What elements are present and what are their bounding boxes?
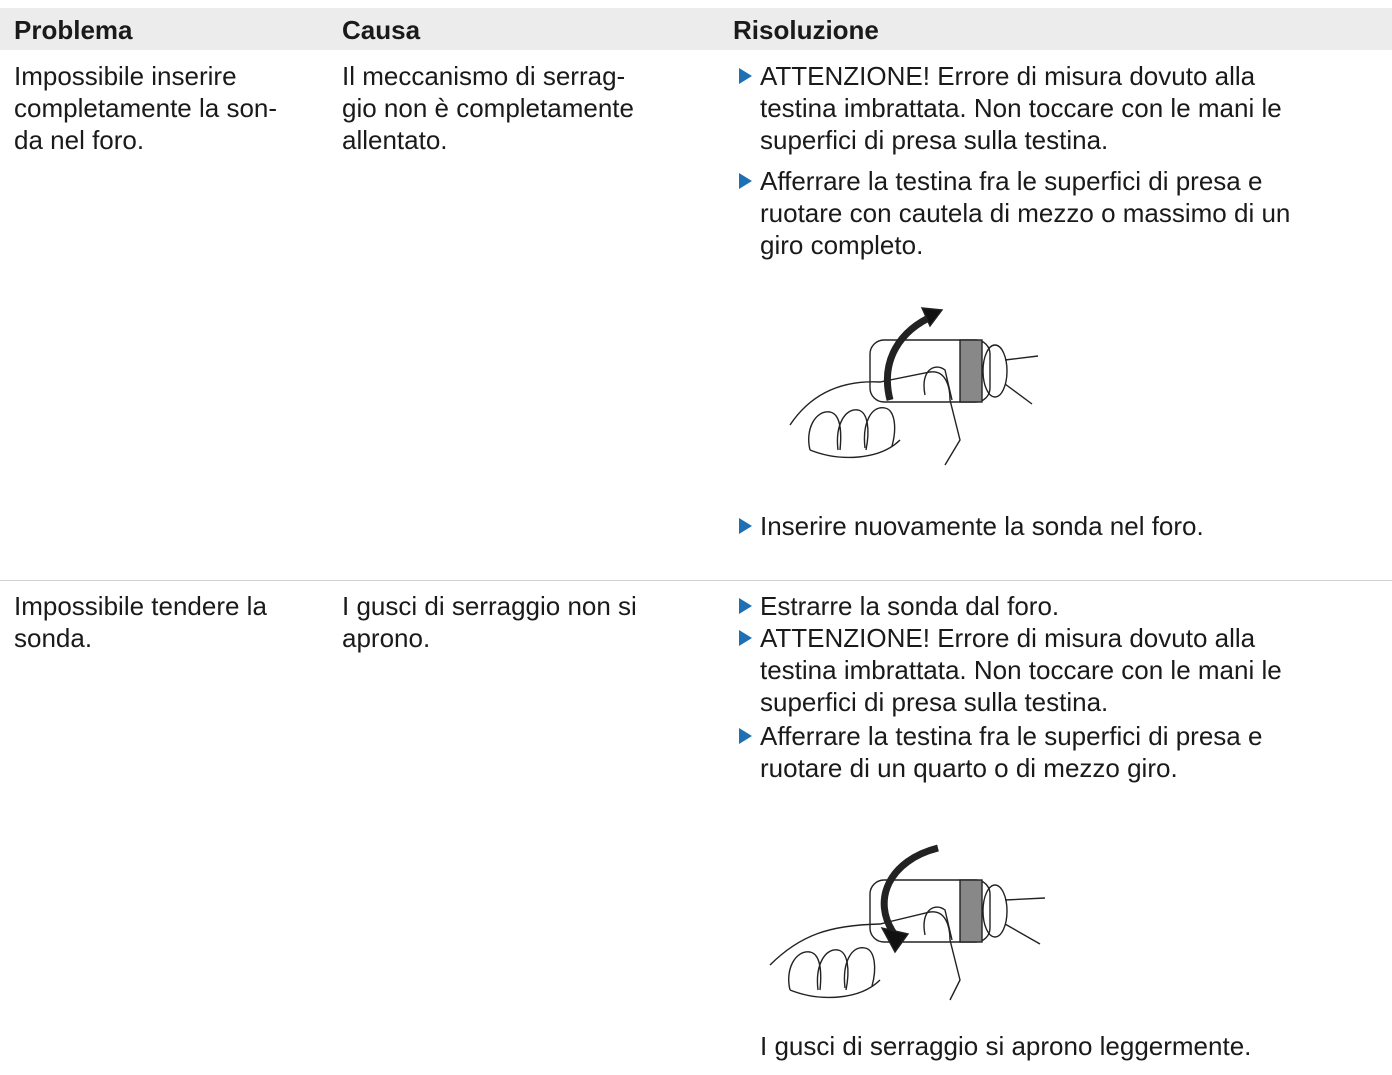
step-text: Afferrare la testina fra le superfici di… [760, 721, 1263, 751]
header-row [0, 8, 1392, 50]
bullet [739, 728, 752, 744]
problem-text: completamente la son- [14, 93, 278, 123]
problem-text: Impossibile inserire [14, 61, 237, 91]
illustration-rotate-up [789, 307, 1039, 466]
cause-text: Il meccanismo di serrag- [342, 61, 626, 91]
bullet [739, 173, 752, 189]
problem-text: sonda. [14, 623, 93, 653]
row-separator [0, 580, 1392, 581]
bullet [739, 598, 752, 614]
step-text: Afferrare la testina fra le superfici di… [760, 166, 1263, 196]
step-text: testina imbrattata. Non toccare con le m… [760, 655, 1282, 685]
step-text: Inserire nuovamente la sonda nel foro. [760, 511, 1204, 541]
step-text: superfici di presa sulla testina. [760, 125, 1109, 155]
header-cell: Problema [14, 15, 133, 45]
step-text: ruotare con cautela di mezzo o massimo d… [760, 198, 1291, 228]
result-text: I gusci di serraggio si aprono leggermen… [760, 1031, 1252, 1061]
cause-text: aprono. [342, 623, 431, 653]
cause-text: allentato. [342, 125, 448, 155]
header-cell: Causa [342, 15, 421, 45]
step-text: giro completo. [760, 230, 924, 260]
problem-text: da nel foro. [14, 125, 145, 155]
step-text: ATTENZIONE! Errore di misura dovuto alla [760, 623, 1256, 653]
step-text: testina imbrattata. Non toccare con le m… [760, 93, 1282, 123]
bullet [739, 68, 752, 84]
bullet [739, 518, 752, 534]
step-text: superfici di presa sulla testina. [760, 687, 1109, 717]
cause-text: I gusci di serraggio non si [342, 591, 637, 621]
step-text: ATTENZIONE! Errore di misura dovuto alla [760, 61, 1256, 91]
cause-text: gio non è completamente [342, 93, 634, 123]
header-cell: Risoluzione [733, 15, 879, 45]
illustration-rotate-down [769, 844, 1046, 1001]
step-text: ruotare di un quarto o di mezzo giro. [760, 753, 1178, 783]
step-text: Estrarre la sonda dal foro. [760, 591, 1060, 621]
bullet [739, 630, 752, 646]
problem-text: Impossibile tendere la [14, 591, 267, 621]
